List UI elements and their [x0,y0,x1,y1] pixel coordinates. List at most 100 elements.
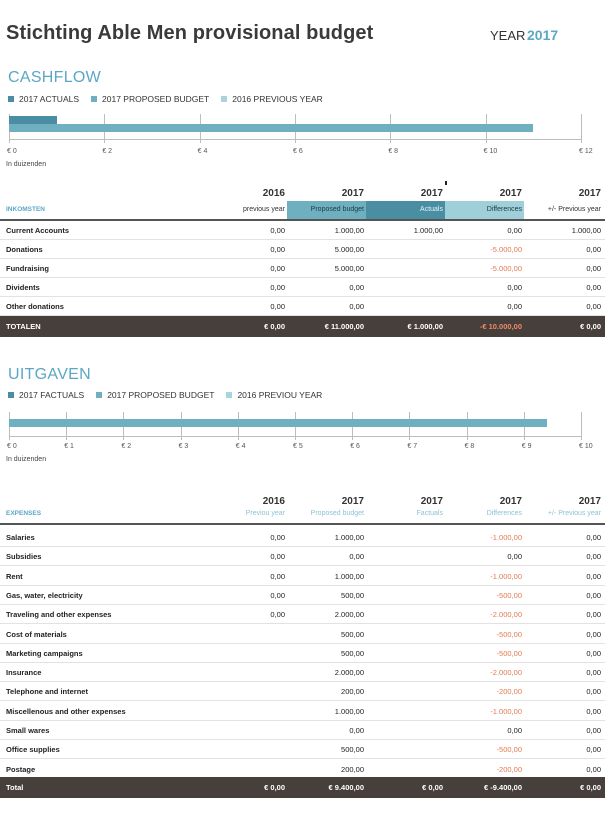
row-value: 0,00 [507,552,522,562]
section-label: EXPENSES [6,510,42,517]
row-label: Other donations [6,302,64,311]
x-tick-label: € 7 [407,443,418,450]
row-value [218,663,285,682]
table-row[interactable]: Marketing campaigns 500,00 -500,00 0,00 [0,644,605,663]
table-row[interactable]: Insurance 2.000,00 -2.000,00 0,00 [0,663,605,683]
table-row[interactable]: Postage 200,00 -200,00 0,00 [0,760,605,779]
table-row[interactable]: Office supplies 500,00 -500,00 0,00 [0,740,605,760]
row-value: 1.000,00 [334,706,364,716]
total-row: TOTALEN € 0,00 € 11.000,00 € 1.000,00 -€ 10.… [0,316,605,337]
total-value: € 0,00 [264,322,285,331]
unit-note: In duizenden [6,456,47,463]
row-value: 500,00 [341,590,364,600]
row-label: Small wares [6,726,50,735]
year-value[interactable]: 2017 [527,27,559,43]
table-row[interactable]: Salaries 0,00 1.000,00 -1.000,00 0,00 [0,528,605,547]
expenses-legend: 2017 FACTUALS 2017 PROPOSED BUDGET 2016 … [8,390,334,400]
row-value: -5.000,00 [490,264,522,273]
legend-item-actuals: 2017 FACTUALS [8,390,84,400]
x-tick-label: € 6 [350,443,360,450]
x-tick-label: € 6 [293,148,303,155]
row-value [218,682,285,701]
legend-label: 2017 FACTUALS [19,390,85,400]
row-value: -1.000,00 [490,706,522,716]
x-tick-label: € 3 [178,443,189,450]
row-value: 0,00 [586,648,601,658]
page-title: Stichting Able Men provisional budget [6,22,374,44]
row-label: Telephone and internet [6,687,88,697]
row-value: -500,00 [496,745,522,755]
row-value: 2.000,00 [334,610,364,620]
x-tick-label: € 0 [7,443,17,450]
row-value: -500,00 [496,629,522,639]
table-row[interactable]: Other donations 0,00 0,00 0,00 0,00 [0,297,605,316]
table-row[interactable]: Fundraising 0,00 5.000,00 -5.000,00 0,00 [0,259,605,278]
col-year-header: 2016 [262,496,285,507]
row-value: 0,00 [507,302,522,311]
col-sub-header: Differences [486,510,522,517]
row-value [366,605,443,624]
table-row[interactable]: Telephone and internet 200,00 -200,00 0,00 [0,682,605,702]
row-value: 0,00 [270,283,285,292]
table-row[interactable]: Gas, water, electricity 0,00 500,00 -500,00… [0,586,605,605]
total-value: € 11.000,00 [324,322,364,331]
row-value: 0,00 [270,302,285,311]
table-row[interactable]: Subsidies 0,00 0,00 0,00 0,00 [0,547,605,567]
row-value: 0,00 [586,245,601,254]
row-value: 0,00 [586,571,601,581]
table-row[interactable]: Miscellenous and other expenses 1.000,00 -… [0,702,605,721]
total-value: € 9.400,00 [328,783,364,792]
row-value: 0,00 [270,533,285,542]
table-row[interactable]: Rent 0,00 1.000,00 -1.000,00 0,00 [0,567,605,586]
total-row: Total € 0,00 € 9.400,00 € 0,00 € -9.400,00 € … [0,777,605,798]
row-value: -200,00 [496,764,522,774]
x-tick-label: € 8 [388,148,399,155]
legend-label: 2016 PREVIOUS YEAR [232,94,323,104]
row-value: 0,00 [586,264,601,273]
row-value: 0,00 [270,552,285,562]
x-tick-label: € 4 [197,148,208,155]
table-row[interactable]: Dividents 0,00 0,00 0,00 0,00 [0,278,605,297]
col-year-header: 2017 [341,496,364,507]
row-value: 0,00 [507,226,522,235]
x-tick-label: € 2 [102,148,113,155]
section-label: INKOMSTEN [6,206,45,213]
row-label: Marketing campaigns [6,648,83,658]
row-value: 0,00 [586,610,601,620]
total-value: € 1.000,00 [407,322,443,331]
row-value: 0,00 [270,264,285,273]
table-row[interactable]: Small wares 0,00 0,00 0,00 [0,721,605,740]
x-tick [581,412,582,440]
x-tick-label: € 2 [121,443,132,450]
row-value [366,663,443,682]
row-value: 0,00 [270,590,285,600]
total-value: € 0,00 [264,783,285,792]
row-value: 0,00 [270,245,285,254]
row-value: 0,00 [586,706,601,716]
row-label: Dividents [6,283,40,292]
row-value [218,625,285,644]
col-sub-header: +/- Previous year [547,510,601,517]
row-value [366,721,443,740]
row-value: 200,00 [341,687,364,697]
row-value: 0,00 [349,283,364,292]
table-row[interactable]: Cost of materials 500,00 -500,00 0,00 [0,625,605,644]
row-value: 500,00 [341,745,364,755]
x-tick-label: € 4 [235,443,246,450]
row-value: 200,00 [341,764,364,774]
expenses-title: UITGAVEN [8,366,92,383]
col-sub-header: previous year [242,206,285,213]
row-value: 1.000,00 [413,226,443,235]
bar-1 [9,419,547,427]
legend-item-actuals: 2017 ACTUALS [8,94,79,104]
row-label: Miscellenous and other expenses [6,706,126,716]
col-year-header: 2017 [578,188,601,199]
total-value: € 0,00 [580,783,601,792]
legend-label: 2017 ACTUALS [19,94,80,104]
row-label: Office supplies [6,745,60,755]
table-row[interactable]: Current Accounts 0,00 1.000,00 1.000,00 0,00… [0,221,605,240]
x-tick-label: € 0 [7,148,17,155]
row-label: Fundraising [6,264,49,273]
table-row[interactable]: Traveling and other expenses 0,00 2.000,00… [0,605,605,625]
table-row[interactable]: Donations 0,00 5.000,00 -5.000,00 0,00 [0,240,605,259]
